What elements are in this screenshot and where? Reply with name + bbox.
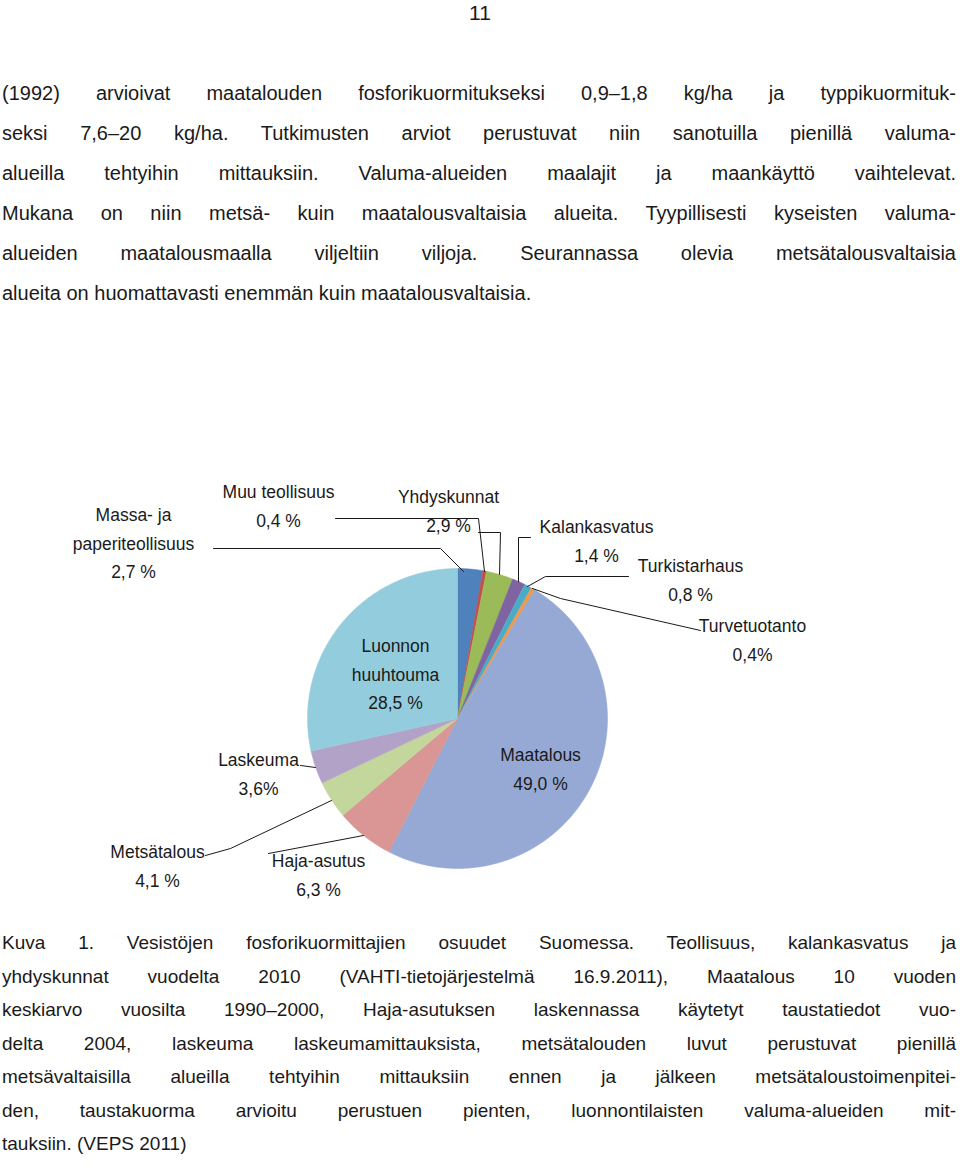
- svg-text:paperiteollisuus: paperiteollisuus: [73, 534, 195, 554]
- html-text:Mukana on niin metsä- kuin maa: Mukana on niin metsä- kuin maatalousvalt…: [2, 202, 956, 224]
- svg-text:Kalankasvatus: Kalankasvatus: [540, 517, 654, 537]
- html-text:metsävaltaisilla alueilla teht: metsävaltaisilla alueilla tehtyihin mitt…: [2, 1066, 956, 1087]
- html-text:alueita on huomattavasti enemm: alueita on huomattavasti enemmän kuin ma…: [2, 282, 532, 304]
- html-text:tauksiin. (VEPS 2011): tauksiin. (VEPS 2011): [2, 1133, 187, 1154]
- svg-text:2,7 %: 2,7 %: [111, 562, 156, 582]
- html-text:(1992) arvioivat maatalouden f: (1992) arvioivat maatalouden fosforikuor…: [2, 82, 956, 104]
- svg-text:3,6%: 3,6%: [239, 779, 279, 799]
- svg-text:49,0 %: 49,0 %: [513, 774, 567, 794]
- svg-text:6,3 %: 6,3 %: [296, 880, 341, 900]
- svg-text:2,9 %: 2,9 %: [426, 516, 471, 536]
- html-text:yhdyskunnat vuodelta 2010 (VAH: yhdyskunnat vuodelta 2010 (VAHTI-tietojä…: [2, 965, 956, 987]
- svg-text:Metsätalous: Metsätalous: [110, 842, 205, 862]
- svg-text:0,4 %: 0,4 %: [256, 511, 301, 531]
- svg-text:Laskeuma: Laskeuma: [218, 750, 299, 770]
- html-text:11: 11: [469, 1, 491, 24]
- svg-text:Yhdyskunnat: Yhdyskunnat: [398, 487, 499, 507]
- svg-text:Turkistarhaus: Turkistarhaus: [638, 556, 744, 576]
- svg-text:Luonnon: Luonnon: [361, 636, 429, 656]
- html-text:seksi 7,6–20 kg/ha. Tutkimuste: seksi 7,6–20 kg/ha. Tutkimusten arviot p…: [2, 122, 956, 144]
- svg-text:0,4%: 0,4%: [733, 645, 773, 665]
- svg-text:huuhtouma: huuhtouma: [352, 665, 440, 685]
- svg-text:Turvetuotanto: Turvetuotanto: [699, 616, 806, 636]
- html-text:den, taustakuorma arvioitu per: den, taustakuorma arvioitu perustuen pie…: [2, 1099, 956, 1121]
- svg-text:Massa- ja: Massa- ja: [96, 505, 172, 525]
- html-text:keskiarvo vuosilta 1990–2000,: keskiarvo vuosilta 1990–2000, Haja-asutu…: [2, 999, 956, 1020]
- html-text:Kuva 1. Vesistöjen fosforikuor: Kuva 1. Vesistöjen fosforikuormittajien …: [2, 932, 956, 953]
- svg-text:0,8 %: 0,8 %: [668, 585, 713, 605]
- html-text:delta 2004, laskeuma laskeumam: delta 2004, laskeuma laskeumamittauksist…: [2, 1032, 956, 1054]
- html-text:alueilla tehtyihin mittauksiin: alueilla tehtyihin mittauksiin. Valuma-a…: [2, 162, 956, 184]
- html-text:alueiden maatalousmaalla vilje: alueiden maatalousmaalla viljeltiin vilj…: [2, 242, 956, 264]
- svg-text:4,1 %: 4,1 %: [135, 871, 180, 891]
- svg-text:Maatalous: Maatalous: [500, 745, 581, 765]
- svg-text:1,4 %: 1,4 %: [574, 546, 619, 566]
- svg-text:Muu teollisuus: Muu teollisuus: [223, 482, 335, 502]
- svg-text:Haja-asutus: Haja-asutus: [272, 851, 366, 871]
- svg-text:28,5 %: 28,5 %: [368, 693, 422, 713]
